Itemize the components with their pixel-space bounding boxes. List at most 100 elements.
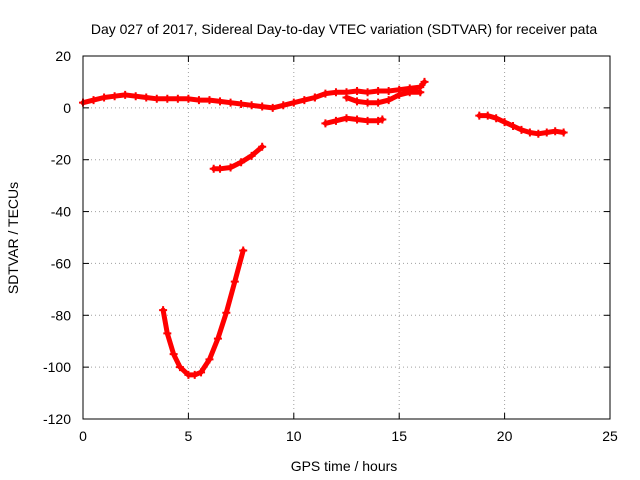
data-point — [169, 350, 178, 359]
data-point — [405, 88, 414, 97]
data-point — [163, 94, 172, 103]
x-tick-label: 20 — [497, 428, 513, 444]
data-point — [363, 116, 372, 125]
data-point — [416, 88, 425, 97]
data-point — [475, 111, 484, 120]
data-point — [152, 94, 161, 103]
series-track-6 — [159, 246, 248, 379]
data-point — [509, 122, 518, 131]
data-point — [100, 93, 109, 102]
data-point — [378, 115, 387, 124]
data-point — [194, 96, 203, 105]
series-track-4 — [321, 114, 387, 128]
data-point — [175, 363, 184, 372]
y-tick-label: -20 — [51, 152, 71, 168]
data-point — [559, 128, 568, 137]
y-tick-label: 20 — [55, 48, 71, 64]
axis-ticks — [82, 55, 611, 420]
x-tick-label: 15 — [391, 428, 407, 444]
chart-title: Day 027 of 2017, Sidereal Day-to-day VTE… — [91, 21, 598, 37]
y-axis-label: SDTVAR / TECUs — [5, 182, 21, 294]
data-point — [374, 116, 383, 125]
data-point — [353, 97, 362, 106]
data-point — [353, 87, 362, 96]
data-point — [173, 94, 182, 103]
x-tick-label: 25 — [602, 428, 618, 444]
data-point — [190, 370, 199, 379]
series-track-1 — [79, 90, 319, 112]
y-tick-labels: -120 -100 -80 -60 -40 -20 0 20 — [43, 48, 71, 427]
data-point — [121, 90, 130, 99]
data-point — [237, 99, 246, 108]
data-point — [310, 93, 319, 102]
y-tick-label: -40 — [51, 204, 71, 220]
data-point — [289, 98, 298, 107]
data-point — [492, 114, 501, 123]
series-track-5 — [209, 142, 267, 173]
x-tick-label: 10 — [286, 428, 302, 444]
data-point — [237, 158, 246, 167]
data-point — [142, 93, 151, 102]
data-point — [159, 306, 168, 315]
data-point — [363, 98, 372, 107]
data-point — [542, 128, 551, 137]
y-tick-label: -80 — [51, 307, 71, 323]
y-tick-label: 0 — [63, 100, 71, 116]
data-point — [374, 87, 383, 96]
series-track-3 — [342, 88, 425, 107]
y-tick-label: -100 — [43, 359, 71, 375]
data-point — [279, 101, 288, 110]
data-point — [300, 96, 309, 105]
data-point — [363, 88, 372, 97]
data-point — [184, 94, 193, 103]
x-tick-label: 5 — [185, 428, 193, 444]
data-point — [226, 98, 235, 107]
data-point — [205, 96, 214, 105]
data-point — [247, 101, 256, 110]
series-track-7 — [475, 111, 568, 138]
series-line — [160, 248, 246, 378]
data-point — [239, 246, 248, 255]
data-point — [342, 114, 351, 123]
data-point — [331, 88, 340, 97]
data-point — [420, 77, 429, 86]
data-series — [79, 77, 568, 379]
series-track-2 — [310, 77, 429, 102]
data-point — [226, 163, 235, 172]
data-point — [321, 119, 330, 128]
data-point — [205, 355, 214, 364]
data-point — [517, 125, 526, 134]
data-point — [525, 128, 534, 137]
data-point — [483, 111, 492, 120]
plot-frame — [82, 55, 611, 420]
data-point — [551, 127, 560, 136]
data-point — [230, 277, 239, 286]
data-point — [534, 129, 543, 138]
data-point — [216, 164, 225, 173]
data-point — [131, 92, 140, 101]
data-point — [268, 103, 277, 112]
data-point — [395, 90, 404, 99]
data-point — [213, 334, 222, 343]
x-tick-labels: 0 5 10 15 20 25 — [79, 428, 618, 444]
data-point — [163, 329, 172, 338]
data-point — [331, 116, 340, 125]
data-point — [500, 118, 509, 127]
data-point — [247, 151, 256, 160]
x-tick-label: 0 — [79, 428, 87, 444]
data-point — [374, 98, 383, 107]
data-point — [110, 92, 119, 101]
y-tick-label: -120 — [43, 411, 71, 427]
data-point — [197, 368, 206, 377]
grid-lines — [83, 56, 610, 419]
x-axis-label: GPS time / hours — [291, 458, 398, 474]
data-point — [353, 115, 362, 124]
data-point — [216, 97, 225, 106]
data-point — [321, 89, 330, 98]
data-point — [384, 87, 393, 96]
data-point — [258, 102, 267, 111]
y-tick-label: -60 — [51, 255, 71, 271]
data-point — [384, 96, 393, 105]
data-point — [222, 308, 231, 317]
